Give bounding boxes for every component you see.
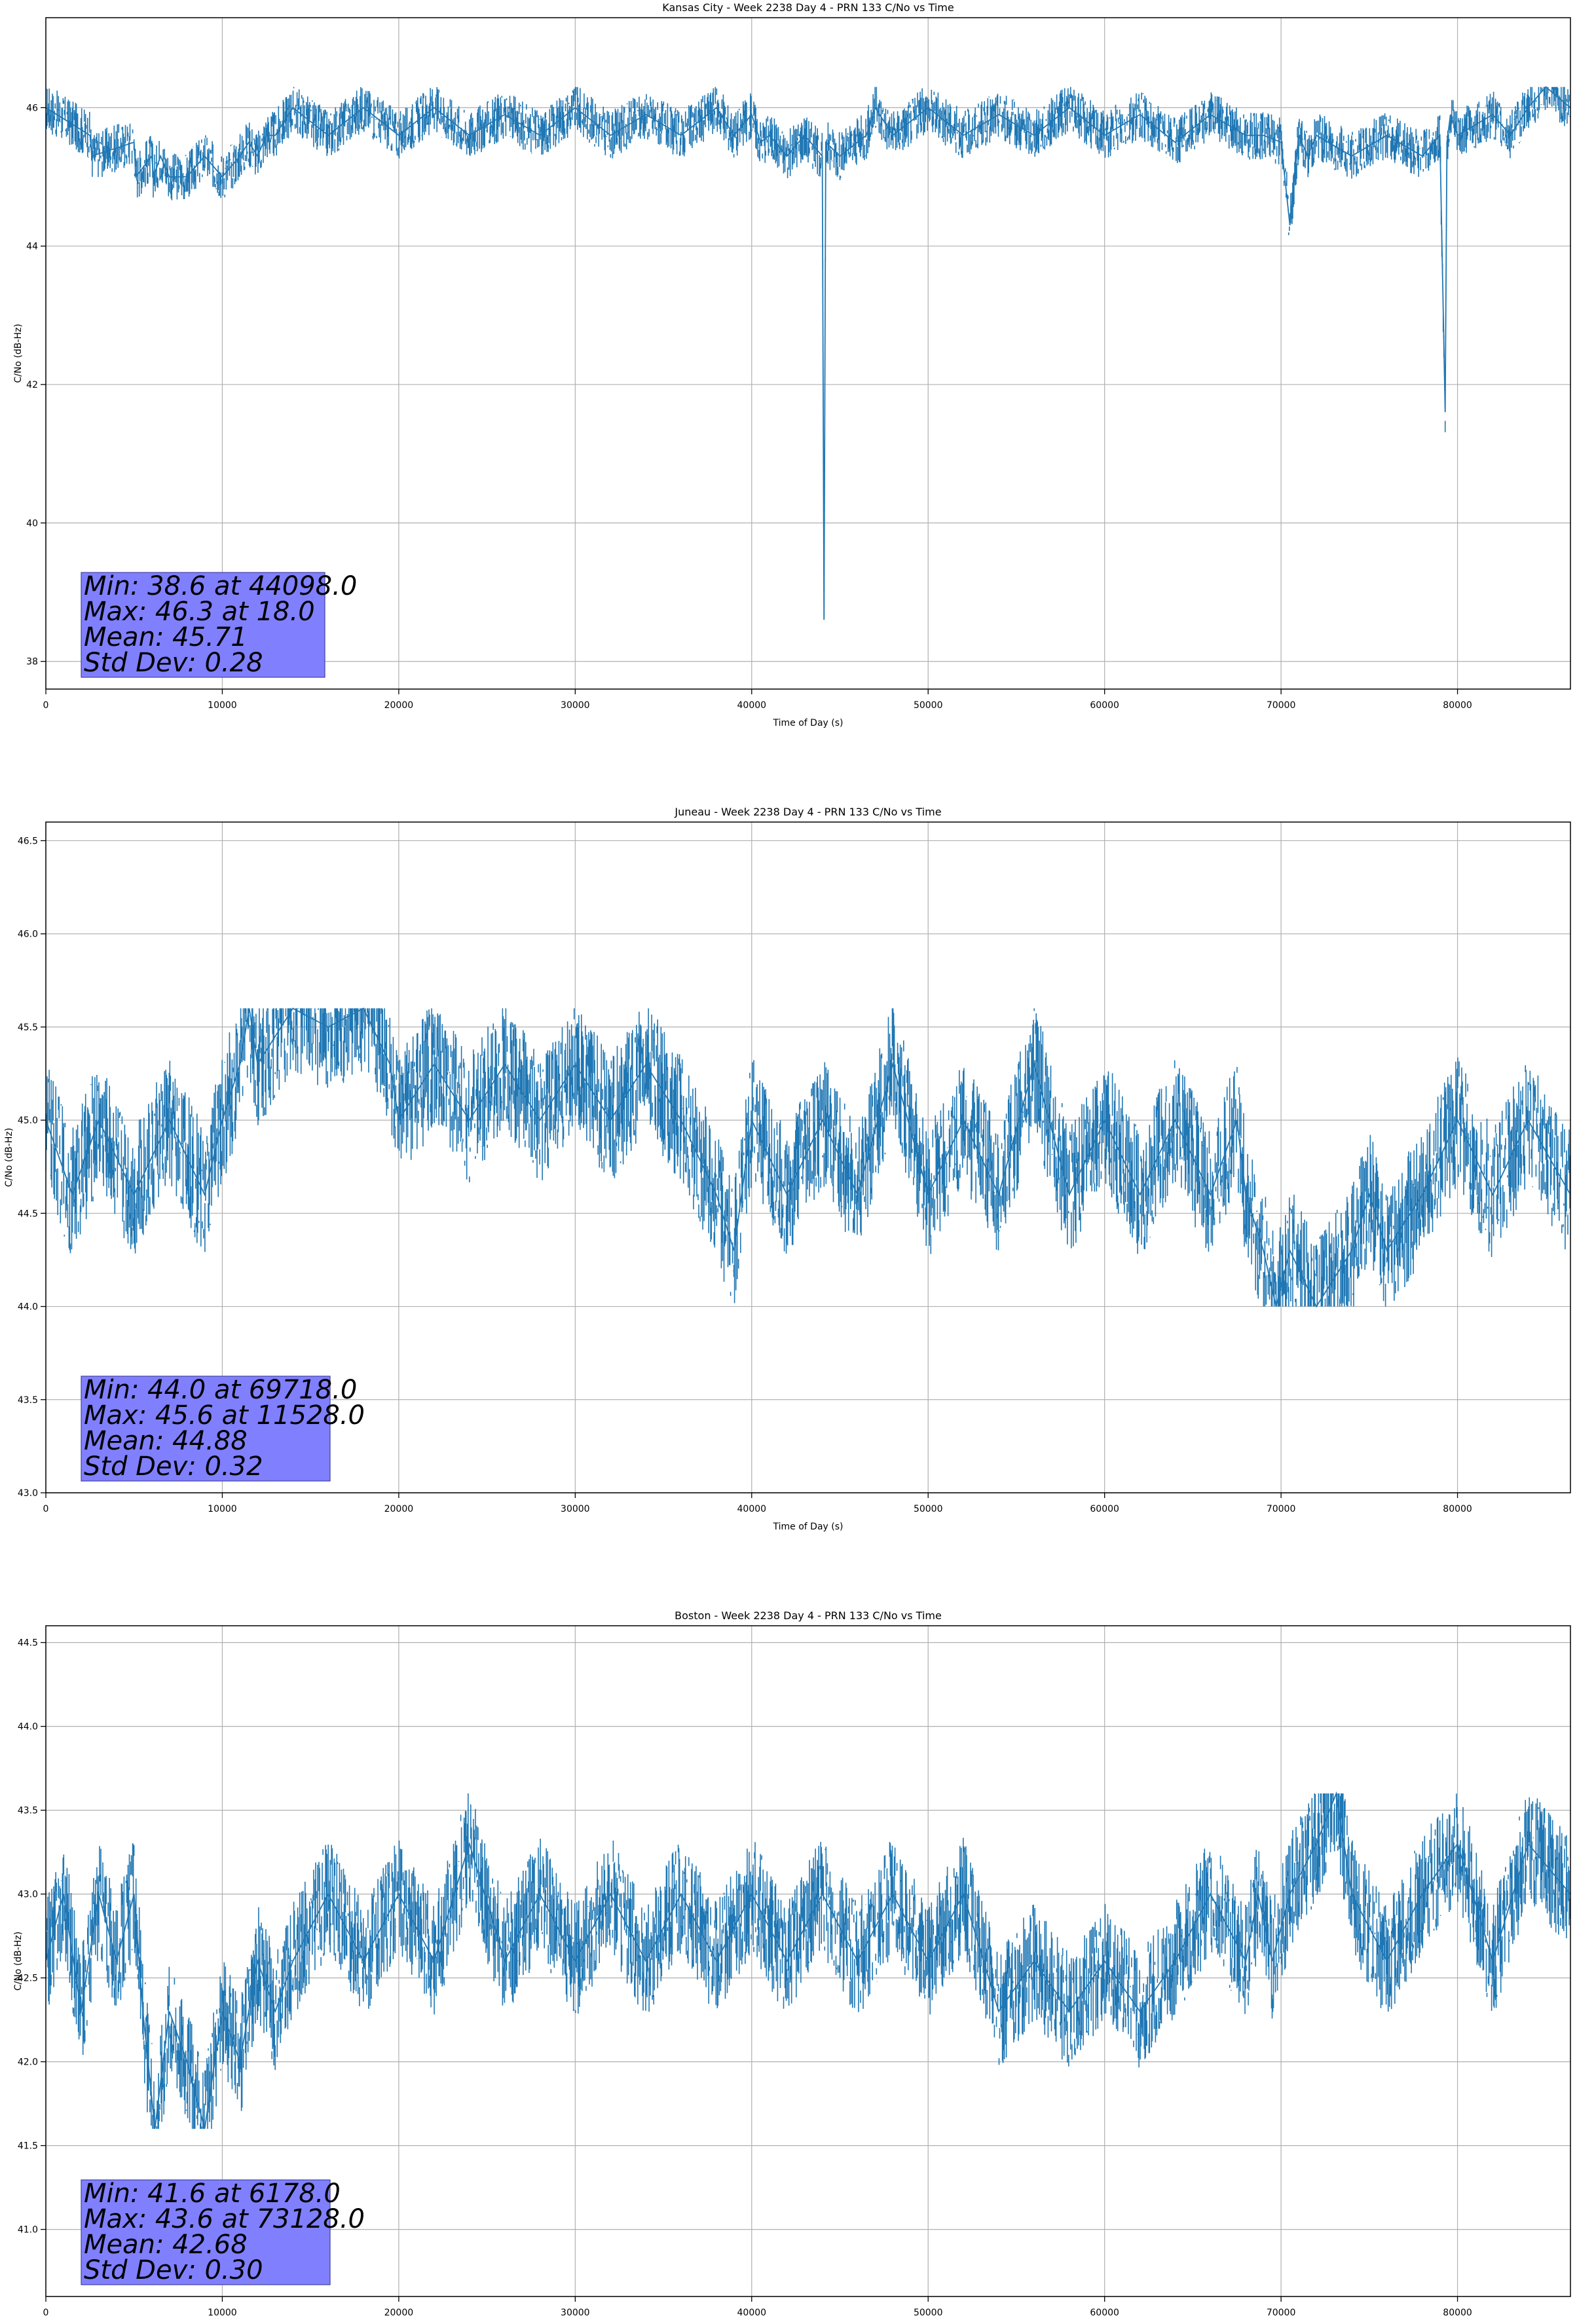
chart2-series-group bbox=[46, 1007, 1570, 1308]
chart2: 0 10000 20000 30000 40000 50000 60000 70000 8000… bbox=[4, 806, 1571, 1532]
chart3-xtick-label-1: 10000 bbox=[208, 2308, 237, 2318]
chart1-series-0-line bbox=[46, 86, 1570, 620]
chart3-frame bbox=[45, 1625, 1571, 2297]
chart2-xtick-label-3: 30000 bbox=[561, 1504, 590, 1514]
chart1-xtick-label-7: 70000 bbox=[1267, 700, 1296, 711]
chart2-stats-box-bg bbox=[81, 1376, 331, 1482]
chart2-ytick-label-5: 45.5 bbox=[18, 1022, 38, 1033]
chart2-xtick-label-4: 40000 bbox=[737, 1504, 767, 1514]
chart1-ytick-label-0: 38 bbox=[26, 657, 38, 667]
chart1-xtick-label-4: 40000 bbox=[737, 700, 767, 711]
chart2-ytick-label-2: 44.0 bbox=[18, 1302, 38, 1313]
chart1-stats-line-0: Min: 38.6 at 44098.0 bbox=[84, 571, 357, 601]
chart1-ytick-label-4: 46 bbox=[26, 103, 38, 113]
chart3-title: Boston - Week 2238 Day 4 - PRN 133 C/No … bbox=[675, 1609, 942, 1622]
chart2-frame bbox=[45, 821, 1571, 1493]
chart2-title: Juneau - Week 2238 Day 4 - PRN 133 C/No … bbox=[674, 806, 941, 818]
chart2-stats-line-2: Mean: 44.88 bbox=[84, 1426, 248, 1456]
chart2-xtick-label-2: 20000 bbox=[384, 1504, 414, 1514]
chart3-ytick-label-0: 41.0 bbox=[18, 2225, 38, 2236]
chart1-xtick-label-2: 20000 bbox=[384, 700, 414, 711]
chart2-ytick-label-1: 43.5 bbox=[18, 1395, 38, 1406]
chart3-series-0-trace bbox=[46, 1793, 1570, 2129]
chart3-xtick-label-4: 40000 bbox=[737, 2308, 767, 2318]
chart1-ytick-label-2: 42 bbox=[26, 380, 38, 390]
chart2-stats-line-1: Max: 45.6 at 11528.0 bbox=[84, 1400, 365, 1431]
chart3-ytick-label-4: 43.0 bbox=[18, 1890, 38, 1900]
chart2-xlabel: Time of Day (s) bbox=[773, 1522, 844, 1532]
chart3-xtick-label-8: 80000 bbox=[1443, 2308, 1472, 2318]
chart1-series-group bbox=[46, 86, 1570, 620]
chart3-series-0-line bbox=[46, 1791, 1570, 2129]
chart2-xtick-label-5: 50000 bbox=[914, 1504, 943, 1514]
chart1-xtick-label-8: 80000 bbox=[1443, 700, 1472, 711]
chart2-xtick-label-6: 60000 bbox=[1090, 1504, 1119, 1514]
chart1-stats-box-bg bbox=[81, 572, 325, 678]
chart3-ytick-label-6: 44.0 bbox=[18, 1722, 38, 1733]
chart2-xtick-label-1: 10000 bbox=[208, 1504, 237, 1514]
chart2-xtick-label-7: 70000 bbox=[1267, 1504, 1296, 1514]
chart3-ytick-label-3: 42.5 bbox=[18, 1974, 38, 1984]
chart1: 0 10000 20000 30000 40000 50000 60000 70000 8000… bbox=[13, 1, 1571, 728]
chart3-xtick-label-6: 60000 bbox=[1090, 2308, 1119, 2318]
chart3: 0 10000 20000 30000 40000 50000 60000 70000 8000… bbox=[13, 1609, 1571, 2318]
chart3-xtick-label-0: 0 bbox=[43, 2308, 49, 2318]
chart2-xtick-label-8: 80000 bbox=[1443, 1504, 1472, 1514]
chart1-ytick-label-3: 44 bbox=[26, 242, 38, 252]
chart3-stats-line-0: Min: 41.6 at 6178.0 bbox=[84, 2179, 341, 2209]
chart2-ytick-label-6: 46.0 bbox=[18, 929, 38, 940]
chart3-xtick-label-5: 50000 bbox=[914, 2308, 943, 2318]
chart3-ytick-label-7: 44.5 bbox=[18, 1638, 38, 1649]
chart2-ytick-label-3: 44.5 bbox=[18, 1209, 38, 1219]
chart3-series-group bbox=[46, 1791, 1570, 2129]
chart3-stats-line-2: Mean: 42.68 bbox=[84, 2230, 248, 2260]
chart1-stats-line-1: Max: 46.3 at 18.0 bbox=[84, 597, 315, 627]
chart3-ytick-label-5: 43.5 bbox=[18, 1806, 38, 1816]
chart3-xtick-label-3: 30000 bbox=[561, 2308, 590, 2318]
chart3-stats-line-1: Max: 43.6 at 73128.0 bbox=[84, 2204, 365, 2234]
chart3-stats-line-3: Std Dev: 0.30 bbox=[84, 2255, 263, 2285]
chart3-ylabel: C/No (dB-Hz) bbox=[13, 1932, 24, 1991]
chart3-ytick-label-1: 41.5 bbox=[18, 2141, 38, 2152]
chart2-ylabel: C/No (dB-Hz) bbox=[4, 1128, 14, 1187]
chart3-ytick-label-2: 42.0 bbox=[18, 2057, 38, 2068]
chart1-stats-line-2: Mean: 45.71 bbox=[84, 622, 248, 652]
chart1-stats-line-3: Std Dev: 0.28 bbox=[84, 648, 263, 678]
chart1-frame bbox=[45, 17, 1571, 690]
chart2-xtick-label-0: 0 bbox=[43, 1504, 49, 1514]
chart1-title: Kansas City - Week 2238 Day 4 - PRN 133 … bbox=[662, 1, 954, 14]
chart3-xtick-label-7: 70000 bbox=[1267, 2308, 1296, 2318]
chart1-ylabel: C/No (dB-Hz) bbox=[13, 324, 24, 383]
chart2-stats-line-3: Std Dev: 0.32 bbox=[84, 1452, 263, 1482]
chart1-xtick-label-1: 10000 bbox=[208, 700, 237, 711]
chart2-ytick-label-4: 45.0 bbox=[18, 1115, 38, 1126]
chart1-ytick-label-1: 40 bbox=[26, 518, 38, 529]
chart2-series-0-trace bbox=[46, 1008, 1570, 1307]
chart2-ytick-label-0: 43.0 bbox=[18, 1488, 38, 1499]
chart1-xtick-label-3: 30000 bbox=[561, 700, 590, 711]
chart1-xtick-label-6: 60000 bbox=[1090, 700, 1119, 711]
chart3-xtick-label-2: 20000 bbox=[384, 2308, 414, 2318]
chart1-xtick-label-5: 50000 bbox=[914, 700, 943, 711]
chart2-stats-line-0: Min: 44.0 at 69718.0 bbox=[84, 1375, 357, 1405]
chart2-series-0-line bbox=[46, 1007, 1570, 1308]
chart3-stats-box-bg bbox=[81, 2179, 331, 2285]
chart2-ytick-label-7: 46.5 bbox=[18, 836, 38, 846]
chart1-xlabel: Time of Day (s) bbox=[773, 718, 844, 728]
chart1-xtick-label-0: 0 bbox=[43, 700, 49, 711]
